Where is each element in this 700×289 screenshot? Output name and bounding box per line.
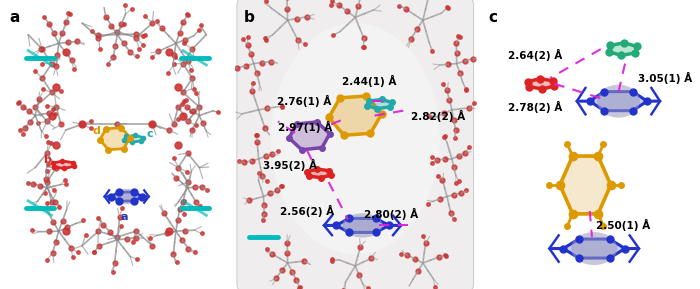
Text: c: c [147,129,153,139]
Text: c: c [489,10,497,25]
Ellipse shape [116,189,138,204]
Text: a: a [9,10,20,25]
Text: 2.44(1) Å: 2.44(1) Å [342,75,397,87]
Text: 2.80(2) Å: 2.80(2) Å [364,208,419,220]
Polygon shape [289,122,330,150]
Text: 2.50(1) Å: 2.50(1) Å [596,219,650,231]
Text: 2.78(2) Å: 2.78(2) Å [508,101,563,113]
Text: 3.95(2) Å: 3.95(2) Å [263,159,318,171]
Text: 2.56(2) Å: 2.56(2) Å [280,205,334,217]
Text: 3.05(1) Å: 3.05(1) Å [638,72,692,84]
Polygon shape [329,96,382,135]
Ellipse shape [342,213,382,238]
Polygon shape [589,92,647,111]
Polygon shape [564,239,625,258]
Polygon shape [111,192,142,201]
Polygon shape [336,218,389,232]
Text: 2.64(2) Å: 2.64(2) Å [508,49,563,61]
Polygon shape [53,161,74,168]
Text: a: a [120,212,128,223]
Polygon shape [367,99,392,109]
Text: b: b [244,10,255,25]
Polygon shape [560,156,610,214]
Text: b: b [43,155,51,165]
Text: d: d [92,127,100,136]
Ellipse shape [597,85,640,118]
Text: 2.82(2) Å: 2.82(2) Å [411,110,465,122]
Ellipse shape [571,232,617,265]
Polygon shape [125,135,143,142]
Text: 2.97(1) Å: 2.97(1) Å [278,121,332,133]
FancyBboxPatch shape [237,0,474,289]
Text: 2.76(1) Å: 2.76(1) Å [277,95,332,107]
Polygon shape [99,128,130,150]
Polygon shape [609,43,637,55]
Polygon shape [307,169,331,178]
Polygon shape [528,79,554,89]
Ellipse shape [271,23,440,254]
